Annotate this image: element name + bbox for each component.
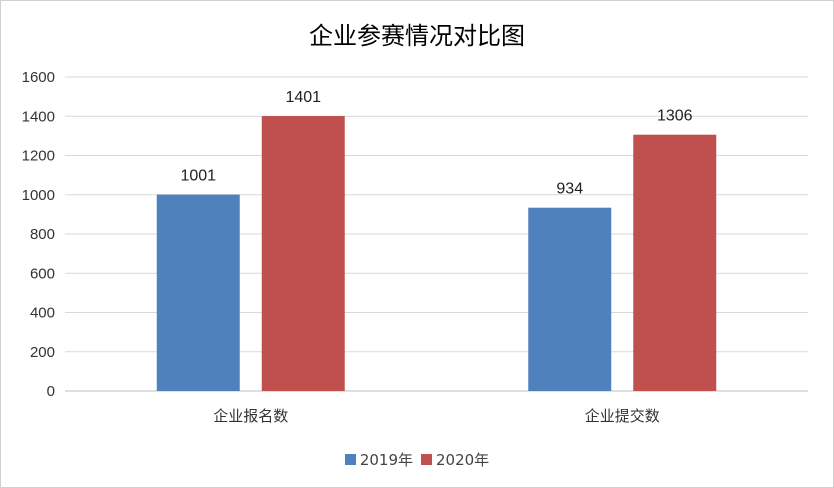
y-tick-label: 600: [30, 265, 55, 282]
y-tick-label: 1200: [22, 148, 55, 165]
bar-2020年: [633, 134, 717, 391]
legend: 2019年 2020年: [0, 449, 834, 470]
y-tick-label: 0: [47, 383, 55, 400]
legend-swatch: [344, 454, 356, 465]
legend-label: 2020年: [436, 451, 490, 469]
legend-item: 2019年: [344, 449, 413, 470]
bar-2019年: [156, 194, 240, 391]
y-tick-label: 1000: [22, 187, 55, 204]
x-category-label: 企业报名数: [213, 407, 288, 425]
y-tick-label: 1600: [22, 69, 55, 86]
y-tick-label: 200: [30, 344, 55, 361]
chart-title: 企业参赛情况对比图: [309, 22, 525, 50]
y-tick-label: 800: [30, 226, 55, 243]
data-label: 934: [556, 181, 583, 198]
y-tick-label: 1400: [22, 108, 55, 125]
data-label: 1001: [180, 168, 216, 185]
data-label: 1306: [657, 108, 693, 125]
x-category-label: 企业提交数: [585, 407, 660, 425]
legend-label: 2019年: [359, 451, 413, 469]
y-tick-label: 400: [30, 305, 55, 322]
data-label: 1401: [285, 89, 321, 106]
legend-item: 2020年: [421, 449, 489, 470]
bar-2020年: [261, 116, 345, 392]
bar-2019年: [528, 207, 612, 391]
legend-swatch: [421, 454, 432, 465]
